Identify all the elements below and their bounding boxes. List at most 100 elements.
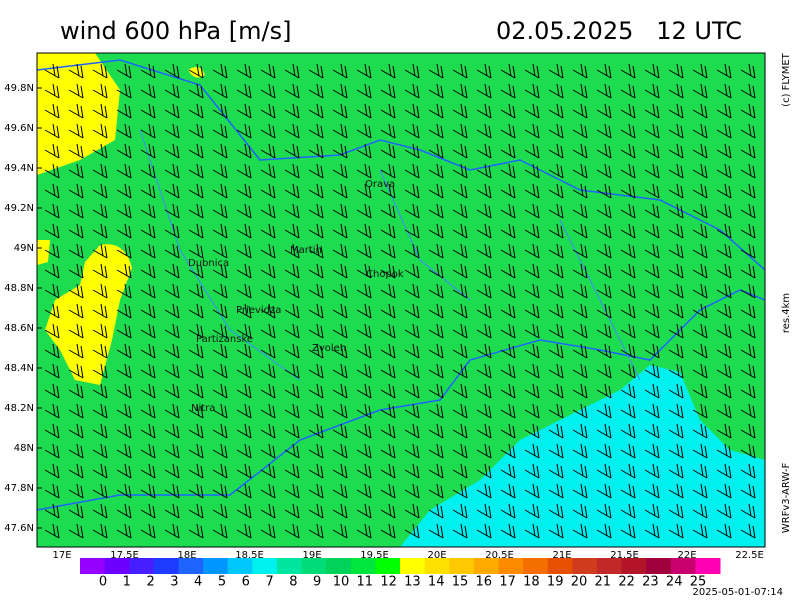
legend-swatch [473,558,499,574]
model: WRFv3-ARW-F [781,463,792,534]
legend-swatch [596,558,623,574]
lon-label: 20.5E [485,550,514,561]
legend-label: 8 [289,575,297,590]
legend-swatch [449,558,475,574]
legend-swatch [375,558,401,574]
legend-label: 6 [242,575,250,590]
yellow-area [37,240,50,265]
lat-label: 48.2N [4,403,34,414]
legend-swatch [695,558,721,574]
lon-label: 21.5E [610,550,639,561]
lon-label: 19E [302,550,321,561]
legend-swatch [670,558,696,574]
legend-label: 5 [218,575,226,590]
place-label: Chopok [366,269,404,280]
lon-label: 21E [552,550,571,561]
place-label: Prievidza [236,305,281,316]
lat-label: 49.8N [4,83,34,94]
lon-label: 18E [177,550,196,561]
lat-label: 48.4N [4,363,34,374]
lon-label: 18.5E [235,550,264,561]
legend-label: 7 [265,575,273,590]
legend-label: 21 [595,575,612,590]
lon-label: 17.5E [110,550,139,561]
legend-swatch [621,558,647,574]
place-label: Orava [365,179,395,190]
legend-swatch [227,558,253,574]
legend-label: 2 [146,575,154,590]
legend-label: 25 [690,575,707,590]
lon-label: 22E [677,550,696,561]
legend-label: 4 [194,575,202,590]
legend-swatch [301,558,327,574]
legend-swatch [129,558,155,574]
resolution: res.4km [781,293,792,333]
legend-label: 19 [547,575,564,590]
lat-label: 49.2N [4,203,34,214]
title: wind 600 hPa [m/s] [60,17,291,45]
legend-label: 17 [499,575,516,590]
lon-label: 20E [427,550,446,561]
lat-label: 48.8N [4,283,34,294]
legend-label: 20 [571,575,588,590]
legend-swatch [104,558,130,574]
barb [44,63,756,539]
legend-label: 0 [99,575,107,590]
lat-label: 49.4N [4,163,34,174]
map [36,52,766,548]
legend-label: 24 [666,575,683,590]
legend-label: 3 [170,575,178,590]
legend-label: 16 [476,575,493,590]
lon-label: 22.5E [735,550,764,561]
lat-label: 48.6N [4,323,34,334]
legend-label: 12 [380,575,397,590]
yellow-area [188,66,205,78]
legend-swatch [178,558,204,574]
legend-swatch [646,558,672,574]
lat-label: 47.8N [4,483,34,494]
place-label: Dubnica [188,258,229,269]
credit: (c) FLYMET [781,52,792,107]
border [36,59,766,271]
legend-swatch [547,558,573,574]
legend-swatch [80,558,106,574]
legend-label: 23 [642,575,659,590]
wind-barbs [44,63,756,539]
yellow-area [45,244,132,385]
lat-label: 49N [14,243,34,254]
legend-swatch [252,558,278,574]
legend-swatch [498,558,524,574]
lat-label: 49.6N [4,123,34,134]
generated: 2025-05-01-07:14 [692,587,783,598]
legend-label: 13 [404,575,421,590]
place-label: Zvolen [312,343,346,354]
legend-label: 1 [123,575,131,590]
legend-swatch [424,558,450,574]
legend-swatch [523,558,549,574]
legend-label: 18 [523,575,540,590]
lon-label: 19.5E [360,550,389,561]
lat-label: 47.6N [4,523,34,534]
legend-swatch [572,558,598,574]
legend-label: 10 [333,575,350,590]
legend-swatch [326,558,352,574]
datetime: 02.05.2025 12 UTC [496,17,742,45]
map-frame [36,52,766,548]
legend-swatch [276,558,303,574]
legend-swatch [400,558,426,574]
legend-swatch [203,558,229,574]
place-label: Martin [290,245,322,256]
lon-label: 17E [52,550,71,561]
border [36,289,766,511]
legend-swatch [153,558,179,574]
legend-label: 9 [313,575,321,590]
lat-label: 48N [14,443,34,454]
legend-label: 14 [428,575,445,590]
legend-label: 15 [452,575,469,590]
legend-swatch [350,558,376,574]
legend-label: 22 [618,575,635,590]
place-label: Partizanske [196,334,253,345]
legend-label: 11 [357,575,374,590]
place-label: Nitra [191,403,215,414]
